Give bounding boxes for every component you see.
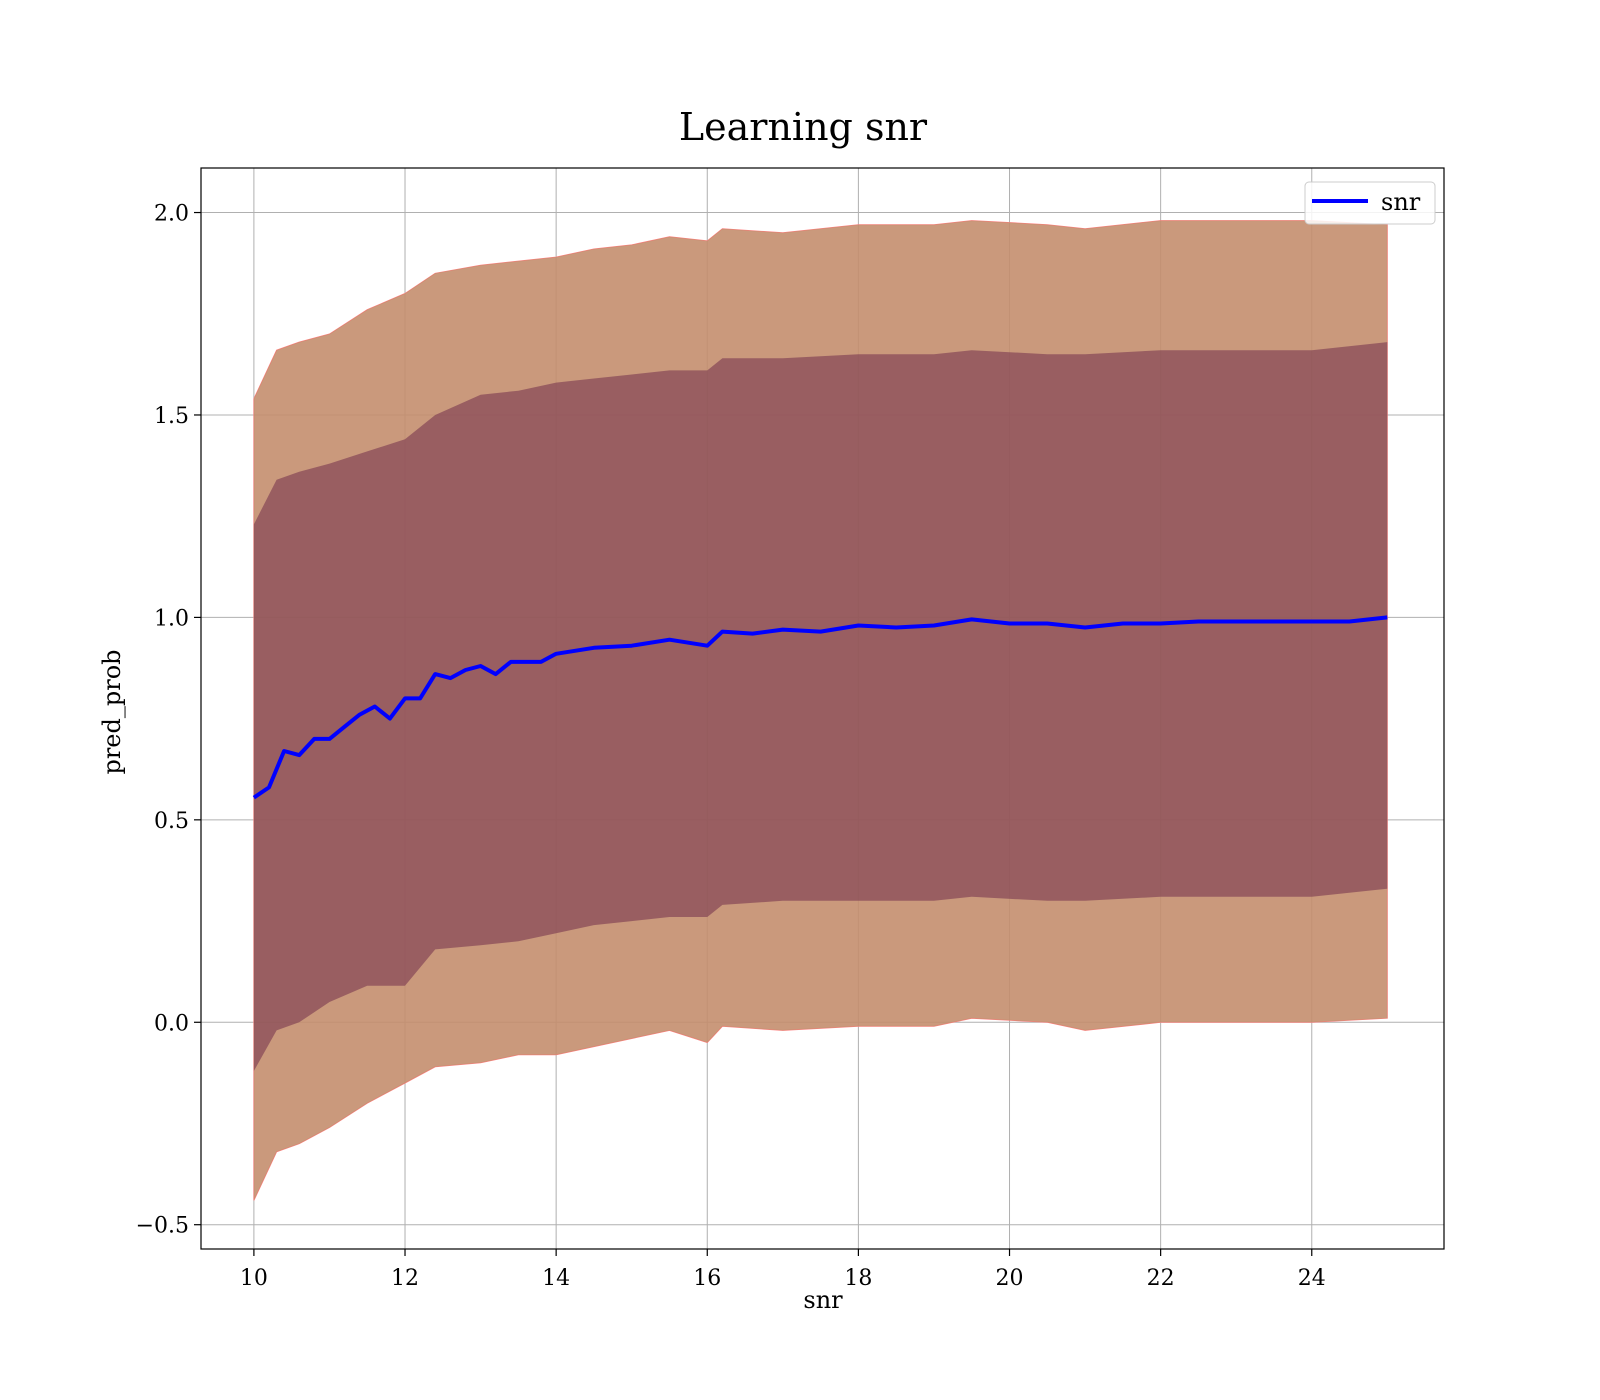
inner-band [253, 342, 1388, 1071]
x-axis-label: snr [803, 1286, 843, 1314]
legend: snr [1304, 181, 1436, 225]
x-tick-label: 20 [996, 1266, 1024, 1291]
y-tick-label: 1.5 [154, 404, 189, 429]
x-tick-label: 18 [844, 1266, 872, 1291]
y-tick-label: −0.5 [136, 1214, 189, 1239]
x-tick-label: 24 [1298, 1266, 1326, 1291]
plot-frame [200, 167, 1445, 1250]
inner-band-area [253, 342, 1388, 1071]
chart-title: Learning snr [679, 105, 928, 149]
series-snr [252, 615, 1388, 800]
legend-label-snr: snr [1381, 188, 1421, 216]
x-tick-label: 12 [391, 1266, 419, 1291]
y-tick-label: 0.0 [154, 1011, 189, 1036]
y-tick-label: 2.0 [154, 202, 189, 227]
series-line-snr [252, 615, 1388, 800]
x-tick-label: 10 [240, 1266, 268, 1291]
legend-box [1304, 181, 1436, 225]
y-axis-ticks: −0.5 0.0 0.5 1.0 1.5 2.0 [136, 202, 201, 1239]
x-tick-label: 16 [693, 1266, 721, 1291]
x-axis-ticks: 10 12 14 16 18 20 22 24 [240, 1249, 1326, 1291]
y-tick-label: 1.0 [154, 606, 189, 631]
x-tick-label: 22 [1147, 1266, 1175, 1291]
y-axis-label: pred_prob [98, 649, 126, 774]
y-tick-label: 0.5 [154, 809, 189, 834]
x-tick-label: 14 [542, 1266, 570, 1291]
